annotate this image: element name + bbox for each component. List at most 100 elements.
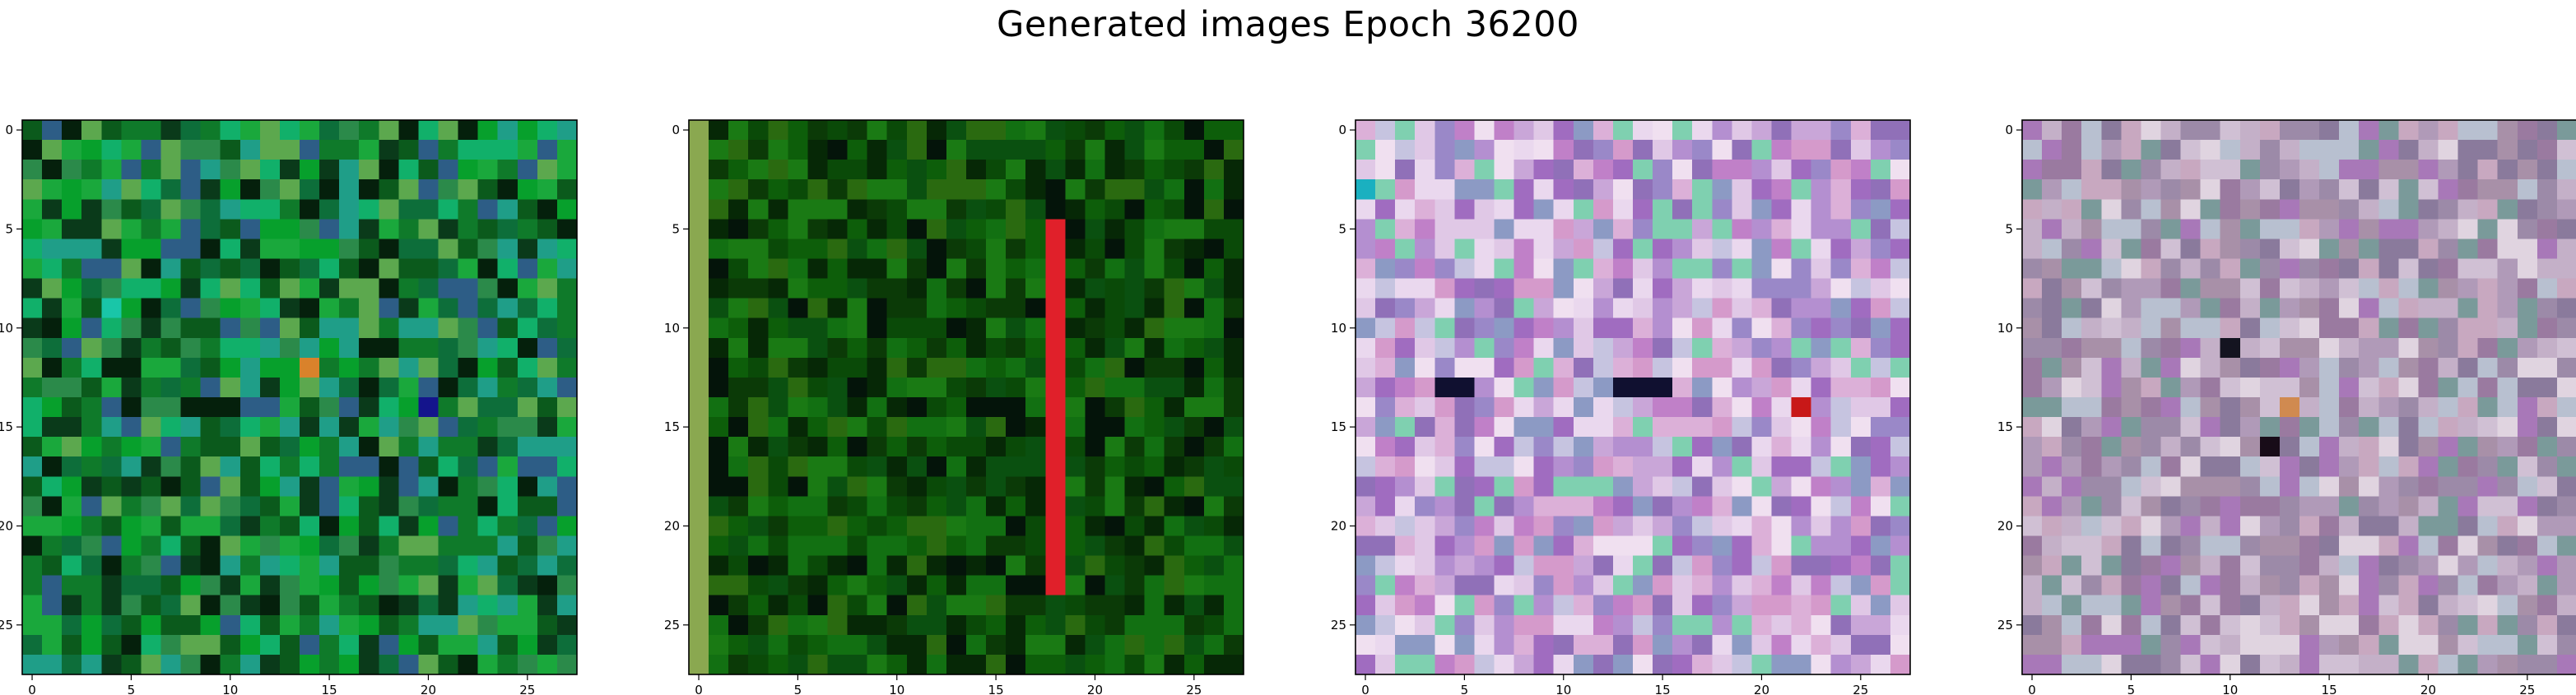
heatmap-cell: [42, 456, 63, 477]
heatmap-cell: [121, 120, 142, 141]
heatmap-cell: [319, 595, 340, 616]
heatmap-cell: [1553, 140, 1574, 160]
heatmap-cell: [359, 199, 379, 220]
heatmap-cell: [1183, 120, 1205, 141]
heatmap-cell: [517, 140, 538, 160]
heatmap-cell: [1085, 258, 1106, 280]
heatmap-cell: [946, 317, 967, 339]
heatmap-cell: [1890, 397, 1911, 418]
heatmap-cell: [1751, 140, 1773, 160]
heatmap-cell: [458, 140, 479, 160]
heatmap-cell: [2081, 555, 2102, 577]
heatmap-cell: [768, 337, 788, 359]
heatmap-cell: [1514, 417, 1535, 438]
heatmap-cell: [339, 357, 360, 378]
heatmap-cell: [1712, 278, 1732, 299]
heatmap-cell: [2081, 120, 2102, 141]
heatmap-cell: [1124, 614, 1146, 636]
heatmap-cell: [1375, 219, 1396, 240]
heatmap-cell: [2279, 337, 2300, 359]
heatmap-cell: [886, 476, 908, 497]
heatmap-cell: [1633, 654, 1653, 675]
heatmap-cell: [62, 595, 82, 616]
heatmap-cell: [2022, 397, 2043, 418]
heatmap-cell: [1065, 634, 1086, 656]
heatmap-cell: [1890, 476, 1911, 497]
heatmap-cell: [458, 595, 479, 616]
heatmap-cell: [259, 535, 281, 557]
heatmap-cell: [1183, 239, 1205, 260]
heatmap-cell: [1415, 516, 1435, 537]
heatmap-cell: [1890, 654, 1911, 675]
heatmap-cell: [946, 357, 967, 378]
heatmap-cell: [1533, 317, 1555, 339]
heatmap-cell: [2022, 377, 2043, 398]
heatmap-cell: [1085, 575, 1106, 596]
heatmap-cell: [497, 496, 518, 517]
heatmap-cell: [847, 179, 868, 200]
heatmap-cell: [1732, 634, 1753, 656]
y-tick-label: 15: [664, 419, 680, 434]
heatmap-cell: [1025, 179, 1046, 200]
heatmap-cell: [359, 535, 379, 557]
heatmap-cell: [1006, 516, 1026, 537]
heatmap-cell: [2556, 160, 2576, 180]
heatmap-cell: [81, 357, 102, 378]
heatmap-cell: [1203, 337, 1225, 359]
heatmap-cell: [2319, 140, 2340, 160]
heatmap-cell: [379, 535, 399, 557]
heatmap-cell: [827, 417, 849, 438]
heatmap-cell: [2239, 456, 2261, 477]
heatmap-cell: [2477, 614, 2499, 636]
heatmap-cell: [2378, 317, 2399, 339]
heatmap-cell: [1692, 120, 1713, 141]
heatmap-cell: [1203, 496, 1225, 517]
heatmap-cell: [1811, 120, 1832, 141]
heatmap-cell: [1514, 397, 1535, 418]
heatmap-cell: [2299, 298, 2320, 319]
heatmap-cell: [2319, 417, 2340, 438]
heatmap-cell: [2180, 298, 2202, 319]
heatmap-cell: [418, 595, 439, 616]
heatmap-cell: [339, 476, 360, 497]
heatmap-cell: [2042, 120, 2062, 141]
heatmap-cell: [2497, 476, 2518, 497]
heatmap-cell: [1593, 278, 1614, 299]
heatmap-cell: [2497, 219, 2518, 240]
heatmap-cell: [1454, 239, 1476, 260]
heatmap-cell: [906, 199, 928, 220]
heatmap-cell: [2359, 377, 2379, 398]
heatmap-cell: [220, 160, 241, 180]
heatmap-cell: [2180, 219, 2202, 240]
heatmap-cell: [1144, 357, 1165, 378]
heatmap-cell: [886, 179, 908, 200]
heatmap-cell: [398, 278, 420, 299]
heatmap-cell: [1494, 219, 1515, 240]
heatmap-cell: [1006, 397, 1026, 418]
heatmap-cell: [438, 357, 459, 378]
heatmap-cell: [2239, 417, 2261, 438]
heatmap-cell: [239, 239, 261, 260]
heatmap-cell: [1732, 614, 1753, 636]
heatmap-cell: [1203, 199, 1225, 220]
heatmap-cell: [1415, 535, 1435, 557]
heatmap-cell: [926, 397, 947, 418]
heatmap-cell: [2141, 535, 2162, 557]
heatmap-cell: [2259, 417, 2281, 438]
heatmap-cell: [2022, 179, 2043, 200]
heatmap-cell: [200, 298, 221, 319]
heatmap-cell: [2180, 140, 2202, 160]
heatmap-cell: [1692, 555, 1713, 577]
heatmap-cell: [2239, 516, 2261, 537]
heatmap-cell: [2398, 535, 2420, 557]
heatmap-cell: [946, 634, 967, 656]
heatmap-cell: [689, 614, 709, 636]
heatmap-cell: [2239, 219, 2261, 240]
x-tick-label: 0: [695, 683, 703, 695]
heatmap-cell: [1045, 120, 1066, 141]
heatmap-cell: [2398, 317, 2420, 339]
heatmap-cell: [2556, 417, 2576, 438]
heatmap-cell: [1474, 555, 1495, 577]
heatmap-cell: [1454, 278, 1476, 299]
heatmap-cell: [160, 219, 182, 240]
